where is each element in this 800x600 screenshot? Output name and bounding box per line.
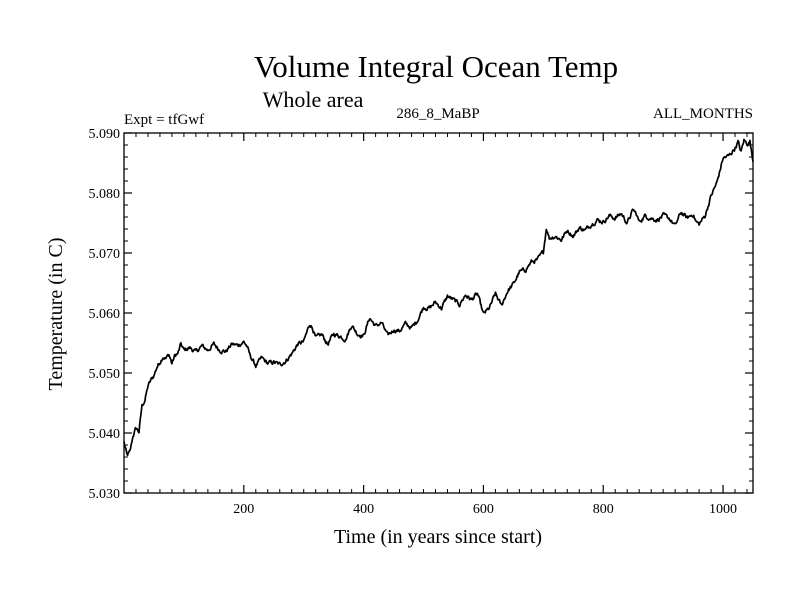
y-tick-label: 5.070	[89, 247, 121, 262]
x-tick-label: 1000	[709, 502, 737, 517]
plot-frame	[123, 132, 754, 494]
y-tick-label: 5.030	[89, 487, 121, 502]
y-tick-label: 5.080	[89, 187, 121, 202]
x-tick-label: 800	[593, 502, 614, 517]
series-line	[123, 138, 754, 457]
y-tick-label: 5.040	[89, 427, 121, 442]
y-tick-label: 5.060	[89, 307, 121, 322]
y-axis-label: Temperature (in C)	[45, 238, 67, 391]
plot-area	[123, 138, 754, 457]
chart-subtitle: Whole area	[263, 87, 364, 112]
axes	[123, 132, 754, 494]
period-label: 286_8_MaBP	[396, 106, 479, 122]
chart-title: Volume Integral Ocean Temp	[254, 49, 618, 84]
y-tick-label: 5.090	[89, 127, 121, 142]
experiment-label: Expt = tfGwf	[124, 112, 204, 128]
y-axis: 5.030 5.040 5.050 5.060 5.070 5.080 5.090	[89, 127, 753, 502]
months-label: ALL_MONTHS	[653, 106, 753, 122]
x-tick-label: 400	[353, 502, 374, 517]
x-axis: 200 400 600 800 1000	[135, 133, 748, 517]
x-tick-label: 600	[473, 502, 494, 517]
x-tick-label: 200	[233, 502, 254, 517]
x-axis-label: Time (in years since start)	[334, 526, 542, 548]
y-tick-label: 5.050	[89, 367, 121, 382]
